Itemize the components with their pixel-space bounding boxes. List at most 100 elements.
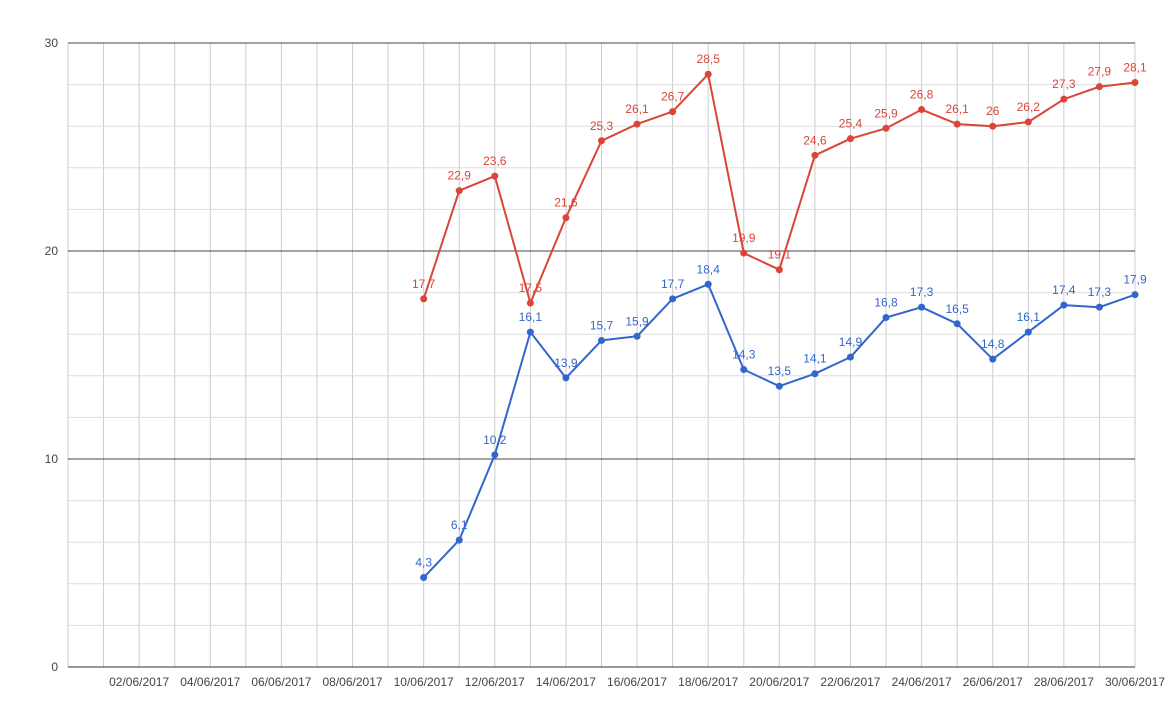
data-point bbox=[704, 280, 712, 288]
x-tick-label: 06/06/2017 bbox=[251, 675, 311, 689]
x-tick-label: 12/06/2017 bbox=[465, 675, 525, 689]
data-label: 19,1 bbox=[768, 248, 792, 262]
data-label: 13,5 bbox=[768, 364, 792, 378]
data-label: 14,9 bbox=[839, 335, 863, 349]
x-tick-label: 28/06/2017 bbox=[1034, 675, 1094, 689]
data-label: 16,1 bbox=[519, 310, 543, 324]
data-label: 17,9 bbox=[1123, 273, 1147, 287]
data-point bbox=[704, 70, 712, 78]
data-label: 14,1 bbox=[803, 352, 827, 366]
data-label: 10,2 bbox=[483, 433, 507, 447]
data-point bbox=[420, 574, 428, 582]
data-label: 25,9 bbox=[874, 106, 898, 120]
data-label: 15,9 bbox=[625, 314, 649, 328]
data-label: 26,1 bbox=[945, 102, 969, 116]
data-point bbox=[1024, 118, 1032, 126]
data-label: 26,8 bbox=[910, 88, 934, 102]
x-tick-label: 14/06/2017 bbox=[536, 675, 596, 689]
data-point bbox=[491, 172, 499, 180]
data-point bbox=[918, 106, 926, 114]
data-label: 17,4 bbox=[1052, 283, 1076, 297]
data-point bbox=[846, 353, 854, 361]
data-point bbox=[455, 536, 463, 544]
data-label: 22,9 bbox=[448, 169, 472, 183]
data-point bbox=[846, 135, 854, 143]
data-point bbox=[882, 124, 890, 132]
data-point bbox=[633, 332, 641, 340]
data-point bbox=[953, 120, 961, 128]
x-tick-label: 08/06/2017 bbox=[323, 675, 383, 689]
data-point bbox=[1131, 291, 1139, 299]
data-label: 26 bbox=[986, 104, 1000, 118]
data-label: 25,3 bbox=[590, 119, 614, 133]
data-point bbox=[953, 320, 961, 328]
x-tick-label: 10/06/2017 bbox=[394, 675, 454, 689]
x-tick-label: 22/06/2017 bbox=[820, 675, 880, 689]
data-label: 17,3 bbox=[910, 285, 934, 299]
data-label: 26,2 bbox=[1017, 100, 1041, 114]
x-tick-label: 26/06/2017 bbox=[963, 675, 1023, 689]
data-labels: 17,7 22,9 23,6 17,5 21,6 25,3 26,1 26,7 28,5 19,9… bbox=[412, 52, 1147, 569]
data-label: 27,3 bbox=[1052, 77, 1076, 91]
data-point bbox=[669, 108, 677, 116]
data-label: 26,7 bbox=[661, 90, 685, 104]
data-point bbox=[989, 122, 997, 130]
data-point bbox=[989, 355, 997, 363]
y-tick-label: 20 bbox=[45, 244, 59, 258]
data-point bbox=[1095, 83, 1103, 91]
data-label: 17,3 bbox=[1088, 285, 1112, 299]
data-point bbox=[775, 266, 783, 274]
data-point bbox=[1131, 79, 1139, 87]
data-label: 15,7 bbox=[590, 318, 614, 332]
data-point bbox=[740, 249, 748, 257]
data-point bbox=[598, 336, 605, 344]
data-label: 26,1 bbox=[625, 102, 649, 116]
data-label: 19,9 bbox=[732, 231, 756, 245]
y-tick-label: 30 bbox=[45, 36, 59, 50]
data-point bbox=[811, 370, 819, 378]
data-point bbox=[1095, 303, 1103, 311]
data-point bbox=[811, 151, 819, 159]
data-point bbox=[1060, 301, 1068, 309]
data-point bbox=[491, 451, 499, 459]
data-point bbox=[562, 214, 570, 222]
data-label: 13,9 bbox=[554, 356, 578, 370]
data-label: 16,1 bbox=[1017, 310, 1041, 324]
data-point bbox=[420, 295, 428, 303]
data-label: 16,5 bbox=[945, 302, 969, 316]
data-point bbox=[526, 299, 534, 307]
data-label: 21,6 bbox=[554, 196, 578, 210]
x-tick-label: 18/06/2017 bbox=[678, 675, 738, 689]
data-point bbox=[562, 374, 570, 382]
y-tick-label: 10 bbox=[45, 452, 59, 466]
data-point bbox=[526, 328, 534, 336]
y-tick-label: 0 bbox=[51, 660, 58, 674]
data-point bbox=[633, 120, 641, 128]
x-tick-label: 04/06/2017 bbox=[180, 675, 240, 689]
data-label: 4,3 bbox=[415, 556, 432, 570]
data-label: 24,6 bbox=[803, 133, 827, 147]
x-tick-label: 24/06/2017 bbox=[892, 675, 952, 689]
data-label: 14,8 bbox=[981, 337, 1005, 351]
data-label: 25,4 bbox=[839, 117, 863, 131]
x-tick-label: 02/06/2017 bbox=[109, 675, 169, 689]
data-label: 17,5 bbox=[519, 281, 543, 295]
data-point bbox=[775, 382, 783, 390]
data-point bbox=[918, 303, 926, 311]
data-label: 6,1 bbox=[451, 518, 468, 532]
data-label: 14,3 bbox=[732, 348, 756, 362]
data-point bbox=[455, 187, 463, 195]
data-point bbox=[1060, 95, 1068, 103]
grid bbox=[67, 42, 1136, 668]
data-point bbox=[669, 295, 677, 303]
data-label: 17,7 bbox=[661, 277, 685, 291]
series-group bbox=[420, 70, 1139, 582]
data-label: 17,7 bbox=[412, 277, 436, 291]
data-point bbox=[740, 366, 748, 374]
data-label: 23,6 bbox=[483, 154, 507, 168]
x-tick-label: 16/06/2017 bbox=[607, 675, 667, 689]
data-label: 18,4 bbox=[697, 262, 721, 276]
data-label: 16,8 bbox=[874, 296, 898, 310]
x-tick-label: 30/06/2017 bbox=[1105, 675, 1165, 689]
